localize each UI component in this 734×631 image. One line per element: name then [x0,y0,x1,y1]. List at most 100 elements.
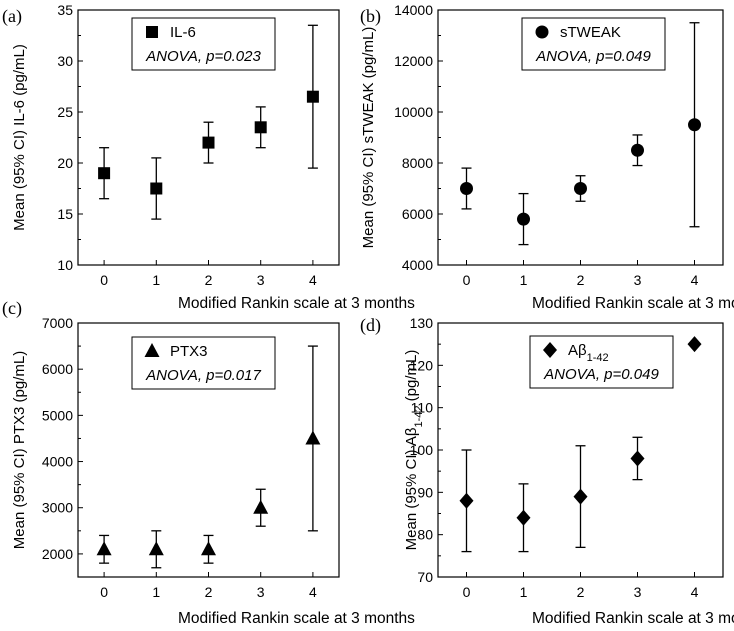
y-tick-label: 110 [411,400,434,416]
data-point [517,212,530,226]
legend-label: PTX3 [170,343,208,360]
anova-annotation: ANOVA, p=0.017 [145,367,261,384]
data-point [305,430,321,445]
legend-label-main: sTWEAK [560,24,621,41]
x-tick-label: 4 [309,584,317,600]
chart-panel-c: (c) 2000 3000 4000 5000 6000 7000 0 1 2 3 4 Modified… [2,298,415,627]
x-axis-label: Modified Rankin scale at 3 months [178,610,415,627]
x-tick-label: 3 [257,272,265,288]
y-tick-label: 90 [417,484,433,500]
y-axis-label-sub: 1-42 [413,405,425,427]
data-point [201,541,216,556]
y-tick-label: 100 [410,442,434,458]
y-tick-label: 6000 [402,206,433,222]
y-tick-label: 25 [57,104,73,120]
y-axis-label-main: Mean (95% CI) PTX3 (pg/mL) [11,351,28,549]
legend-label-sub: 1-42 [587,352,609,364]
legend-label-main: Aβ [568,342,587,359]
anova-annotation: ANOVA, p=0.049 [543,366,659,383]
y-axis-label-main: Mean (95% CI) Aβ [403,427,420,550]
y-tick-label: 15 [57,206,73,222]
y-tick-label: 120 [410,357,434,373]
legend-marker [543,342,557,358]
data-point [687,336,702,353]
x-tick-label: 0 [100,584,108,600]
x-tick-label: 4 [691,272,699,288]
x-tick-label: 4 [309,272,317,288]
data-point [631,143,644,157]
data-point [516,509,531,526]
y-tick-label: 20 [57,155,73,171]
legend-marker [535,25,549,39]
panel-label: (a) [2,6,22,27]
chart-panel-a: (a) 10 15 20 25 30 35 0 1 2 3 4 Modified Rankin scal… [2,2,415,312]
y-tick-label: 6000 [42,361,73,377]
anova-annotation: ANOVA, p=0.023 [145,48,261,65]
x-tick-label: 1 [152,272,160,288]
x-tick-label: 3 [634,272,642,288]
y-axis-label: Mean (95% CI) sTWEAK (pg/mL) [360,27,377,249]
data-point [254,121,267,134]
data-point [148,541,164,556]
x-tick-label: 3 [257,584,265,600]
x-tick-label: 1 [520,584,528,600]
y-axis-label: Mean (95% CI) Aβ1-42 (pg/mL) [403,350,425,551]
x-tick-label: 1 [520,272,528,288]
data-point [96,541,112,556]
y-tick-label: 4000 [42,454,73,470]
data-point [253,499,269,514]
data-point [150,182,163,195]
x-tick-label: 0 [463,272,471,288]
y-tick-label: 30 [57,53,73,69]
x-tick-label: 4 [691,584,699,600]
x-tick-label: 3 [634,584,642,600]
x-tick-label: 1 [152,584,160,600]
panel-label: (d) [360,315,381,336]
y-tick-label: 35 [57,2,73,18]
chart-panel-b: (b) 4000 6000 8000 10000 12000 14000 0 1 2 3 4 Modif… [360,2,734,312]
x-tick-label: 0 [100,272,108,288]
x-axis-label: Modified Rankin scale at 3 months [532,610,734,627]
data-point [459,492,474,509]
y-tick-label: 5000 [42,407,73,423]
panel-label: (c) [2,298,22,319]
data-point [460,182,473,195]
x-tick-label: 2 [205,272,213,288]
y-tick-label: 3000 [42,500,73,516]
legend-box [521,17,666,71]
y-tick-label: 10000 [394,104,433,120]
y-axis-label: Mean (95% CI) IL-6 (pg/mL) [11,44,28,231]
data-point [630,450,645,467]
y-tick-label: 10 [57,257,73,273]
legend-marker [144,343,160,357]
y-tick-label: 2000 [42,546,73,562]
legend-box [529,335,674,389]
data-point [202,136,215,149]
y-tick-label: 70 [417,569,433,585]
y-axis-label-main: Mean (95% CI) sTWEAK (pg/mL) [360,27,377,249]
x-axis-label: Modified Rankin scale at 3 months [178,295,415,312]
legend-marker [146,26,158,38]
y-tick-label: 4000 [402,257,433,273]
data-point [98,167,111,180]
anova-annotation: ANOVA, p=0.049 [535,48,651,65]
legend-label: Aβ1-42 [568,342,609,364]
y-tick-label: 8000 [402,155,433,171]
y-tick-label: 12000 [394,53,433,69]
y-tick-label: 7000 [42,315,73,331]
x-axis-label: Modified Rankin scale at 3 months [532,295,734,312]
data-point [574,182,587,195]
chart-panel-d: (d) 70 80 90 100 110 120 130 0 1 2 3 4 Modified Ranki… [360,315,734,627]
data-point [306,90,319,103]
legend-box [131,336,276,390]
x-tick-label: 2 [577,584,585,600]
y-axis-label: Mean (95% CI) PTX3 (pg/mL) [11,351,28,549]
legend-label-main: PTX3 [170,343,208,360]
x-tick-label: 2 [577,272,585,288]
panel-label: (b) [360,6,381,27]
legend-label-main: IL-6 [170,24,196,41]
x-tick-label: 2 [205,584,213,600]
y-axis-label-main: Mean (95% CI) IL-6 (pg/mL) [11,44,28,231]
y-tick-label: 130 [410,315,434,331]
